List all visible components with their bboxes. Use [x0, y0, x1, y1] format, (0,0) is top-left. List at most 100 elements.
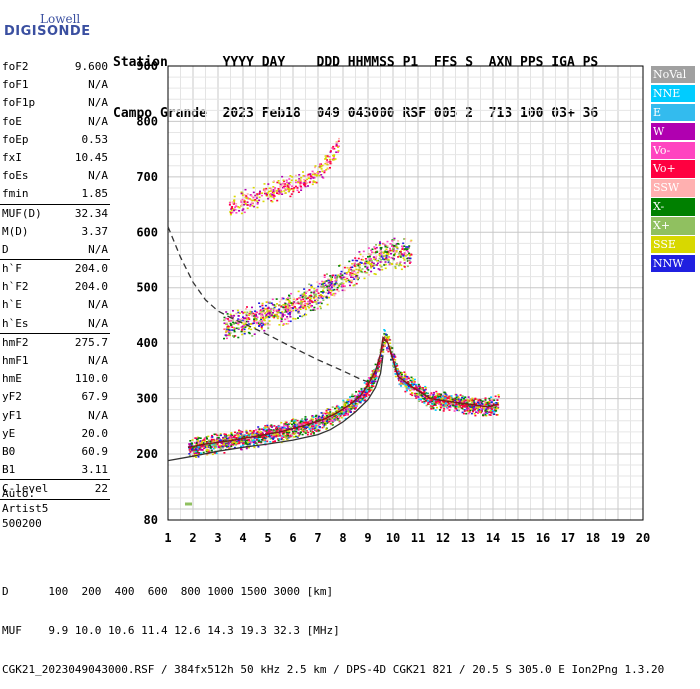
echo-point: [282, 306, 285, 309]
echo-point: [469, 399, 472, 402]
echo-point: [268, 434, 271, 436]
echo-point: [268, 312, 271, 314]
echo-point: [423, 391, 426, 393]
echo-point: [315, 414, 318, 417]
echo-point: [397, 377, 400, 380]
echo-point: [471, 401, 474, 403]
echo-point: [258, 438, 261, 441]
echo-point: [260, 328, 263, 330]
echo-point: [281, 436, 283, 439]
echo-point: [268, 428, 271, 431]
param-row: h`F2 204.0: [0, 278, 110, 296]
echo-point: [429, 393, 432, 396]
echo-point: [428, 401, 431, 403]
echo-point: [287, 305, 290, 307]
echo-point: [442, 404, 445, 406]
echo-point: [424, 385, 427, 388]
echo-point: [240, 440, 243, 443]
echo-point: [229, 441, 232, 443]
echo-point: [272, 194, 275, 197]
echo-point: [496, 399, 499, 401]
echo-point: [255, 195, 258, 197]
echo-point: [335, 407, 338, 409]
echo-point: [406, 389, 408, 392]
echo-point: [318, 166, 321, 169]
echo-point: [277, 309, 280, 312]
echo-point: [304, 418, 307, 421]
legend-item: X-: [651, 198, 695, 216]
auto-code: 500200: [2, 517, 42, 530]
echo-point: [396, 242, 399, 245]
param-value: 10.45: [74, 150, 108, 164]
echo-point: [253, 446, 256, 449]
echo-point: [324, 162, 327, 165]
echo-point: [295, 431, 298, 433]
echo-point: [417, 385, 420, 387]
echo-point: [272, 186, 275, 188]
echo-point: [342, 400, 345, 403]
echo-point: [413, 378, 416, 381]
echo-point: [288, 183, 291, 186]
param-row: foEp 0.53: [0, 131, 110, 149]
echo-point: [342, 399, 345, 402]
echo-point: [322, 289, 325, 292]
echo-point: [205, 449, 208, 452]
echo-point: [243, 330, 246, 333]
echo-point: [341, 285, 344, 287]
echo-point: [407, 382, 410, 384]
echo-point: [271, 200, 274, 203]
echo-point: [303, 422, 306, 424]
param-row: h`Es N/A: [0, 315, 110, 333]
echo-point: [322, 415, 325, 418]
echo-point: [286, 317, 289, 320]
echo-point: [295, 423, 298, 426]
echo-point: [435, 401, 438, 403]
echo-point: [292, 309, 295, 312]
echo-point: [277, 426, 280, 429]
echo-point: [285, 323, 288, 325]
echo-point: [281, 311, 284, 313]
echo-point: [355, 263, 358, 266]
echo-point: [321, 416, 324, 419]
echo-point: [199, 440, 202, 442]
echo-point: [349, 266, 352, 269]
echo-point: [322, 416, 325, 419]
echo-point: [276, 190, 279, 192]
echo-point: [241, 194, 244, 197]
echo-point: [326, 303, 329, 306]
echo-point: [472, 401, 475, 403]
echo-point: [244, 326, 247, 328]
echo-point: [464, 396, 467, 398]
echo-point: [420, 398, 422, 400]
echo-point: [257, 426, 260, 428]
echo-point: [364, 391, 367, 394]
echo-point: [488, 397, 491, 400]
echo-point: [463, 410, 466, 412]
echo-point: [237, 318, 240, 320]
echo-point: [276, 199, 279, 202]
echo-point: [392, 248, 395, 251]
x-tick-label: 14: [486, 531, 500, 545]
echo-point: [320, 285, 323, 288]
echo-point: [261, 304, 264, 307]
echo-point: [398, 262, 401, 265]
echo-point: [258, 433, 261, 435]
echo-point: [316, 418, 319, 420]
echo-point: [229, 434, 232, 437]
echo-point: [332, 148, 335, 150]
echo-point: [362, 397, 365, 399]
echo-point: [202, 442, 205, 444]
echo-point: [457, 406, 460, 409]
echo-point: [343, 405, 346, 407]
echo-point: [337, 408, 340, 410]
echo-point: [473, 412, 476, 415]
echo-point: [477, 399, 480, 401]
echo-point: [404, 390, 407, 393]
echo-point: [399, 256, 402, 258]
echo-point: [336, 275, 339, 277]
echo-point: [338, 420, 341, 423]
echo-point: [365, 393, 368, 395]
echo-point: [278, 300, 281, 303]
echo-point: [329, 411, 332, 413]
echo-point: [384, 261, 387, 263]
